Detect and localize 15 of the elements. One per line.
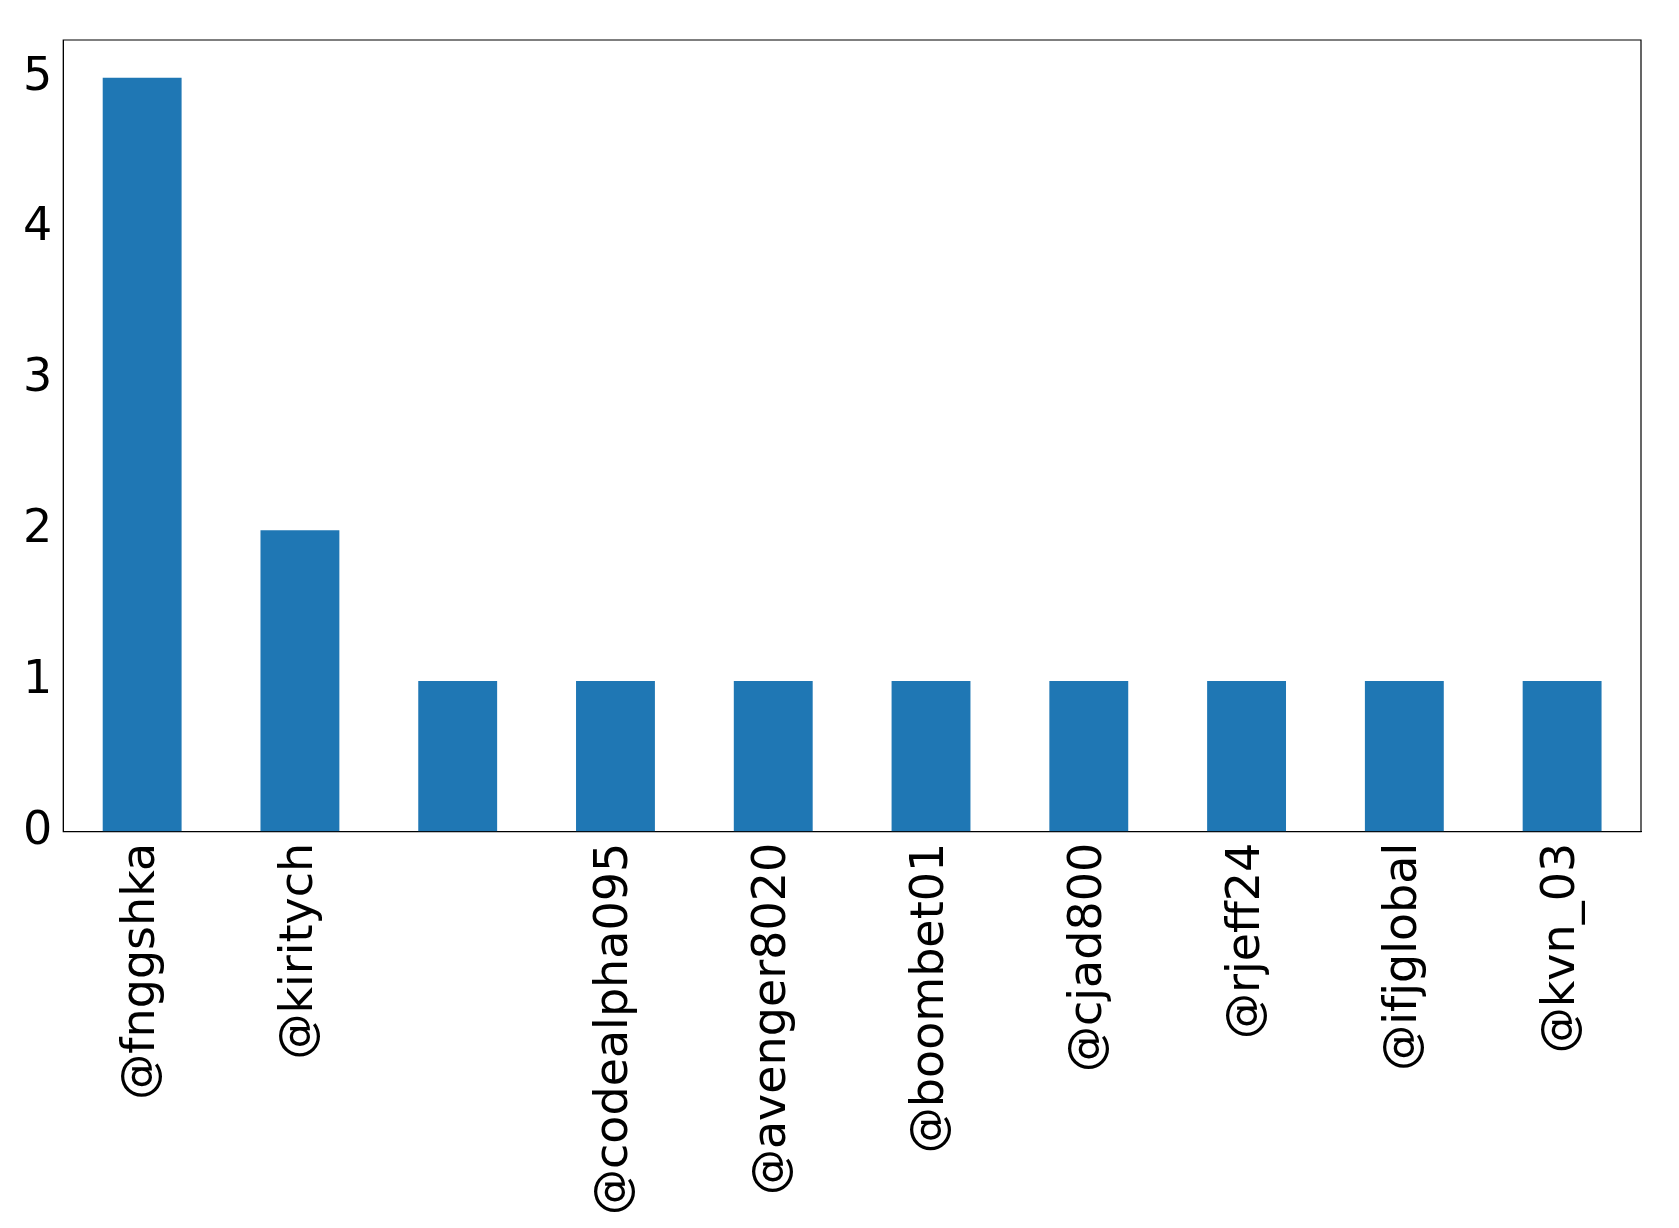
x-tick-label: @boombet01: [899, 842, 954, 1154]
x-tick-label: @kvn_03: [1531, 842, 1586, 1054]
x-tick-label: @avenger8020: [742, 842, 797, 1196]
y-tick-label: 4: [22, 197, 53, 252]
x-tick-label: @cjad800: [1057, 842, 1112, 1073]
x-tick-label: @codealpha095: [584, 842, 639, 1215]
y-tick-label: 2: [22, 499, 53, 554]
y-tick-label: 0: [22, 800, 53, 855]
x-tick-label: @kiritych: [268, 842, 323, 1060]
y-tick-label: 3: [22, 348, 53, 403]
x-tick-label: @ifjglobal: [1373, 842, 1428, 1071]
x-tick-label: @rjeff24: [1215, 842, 1270, 1039]
y-tick-label: 5: [22, 46, 53, 101]
x-tick-label: @fnggshka: [111, 842, 166, 1100]
y-tick-label: 1: [22, 649, 53, 704]
